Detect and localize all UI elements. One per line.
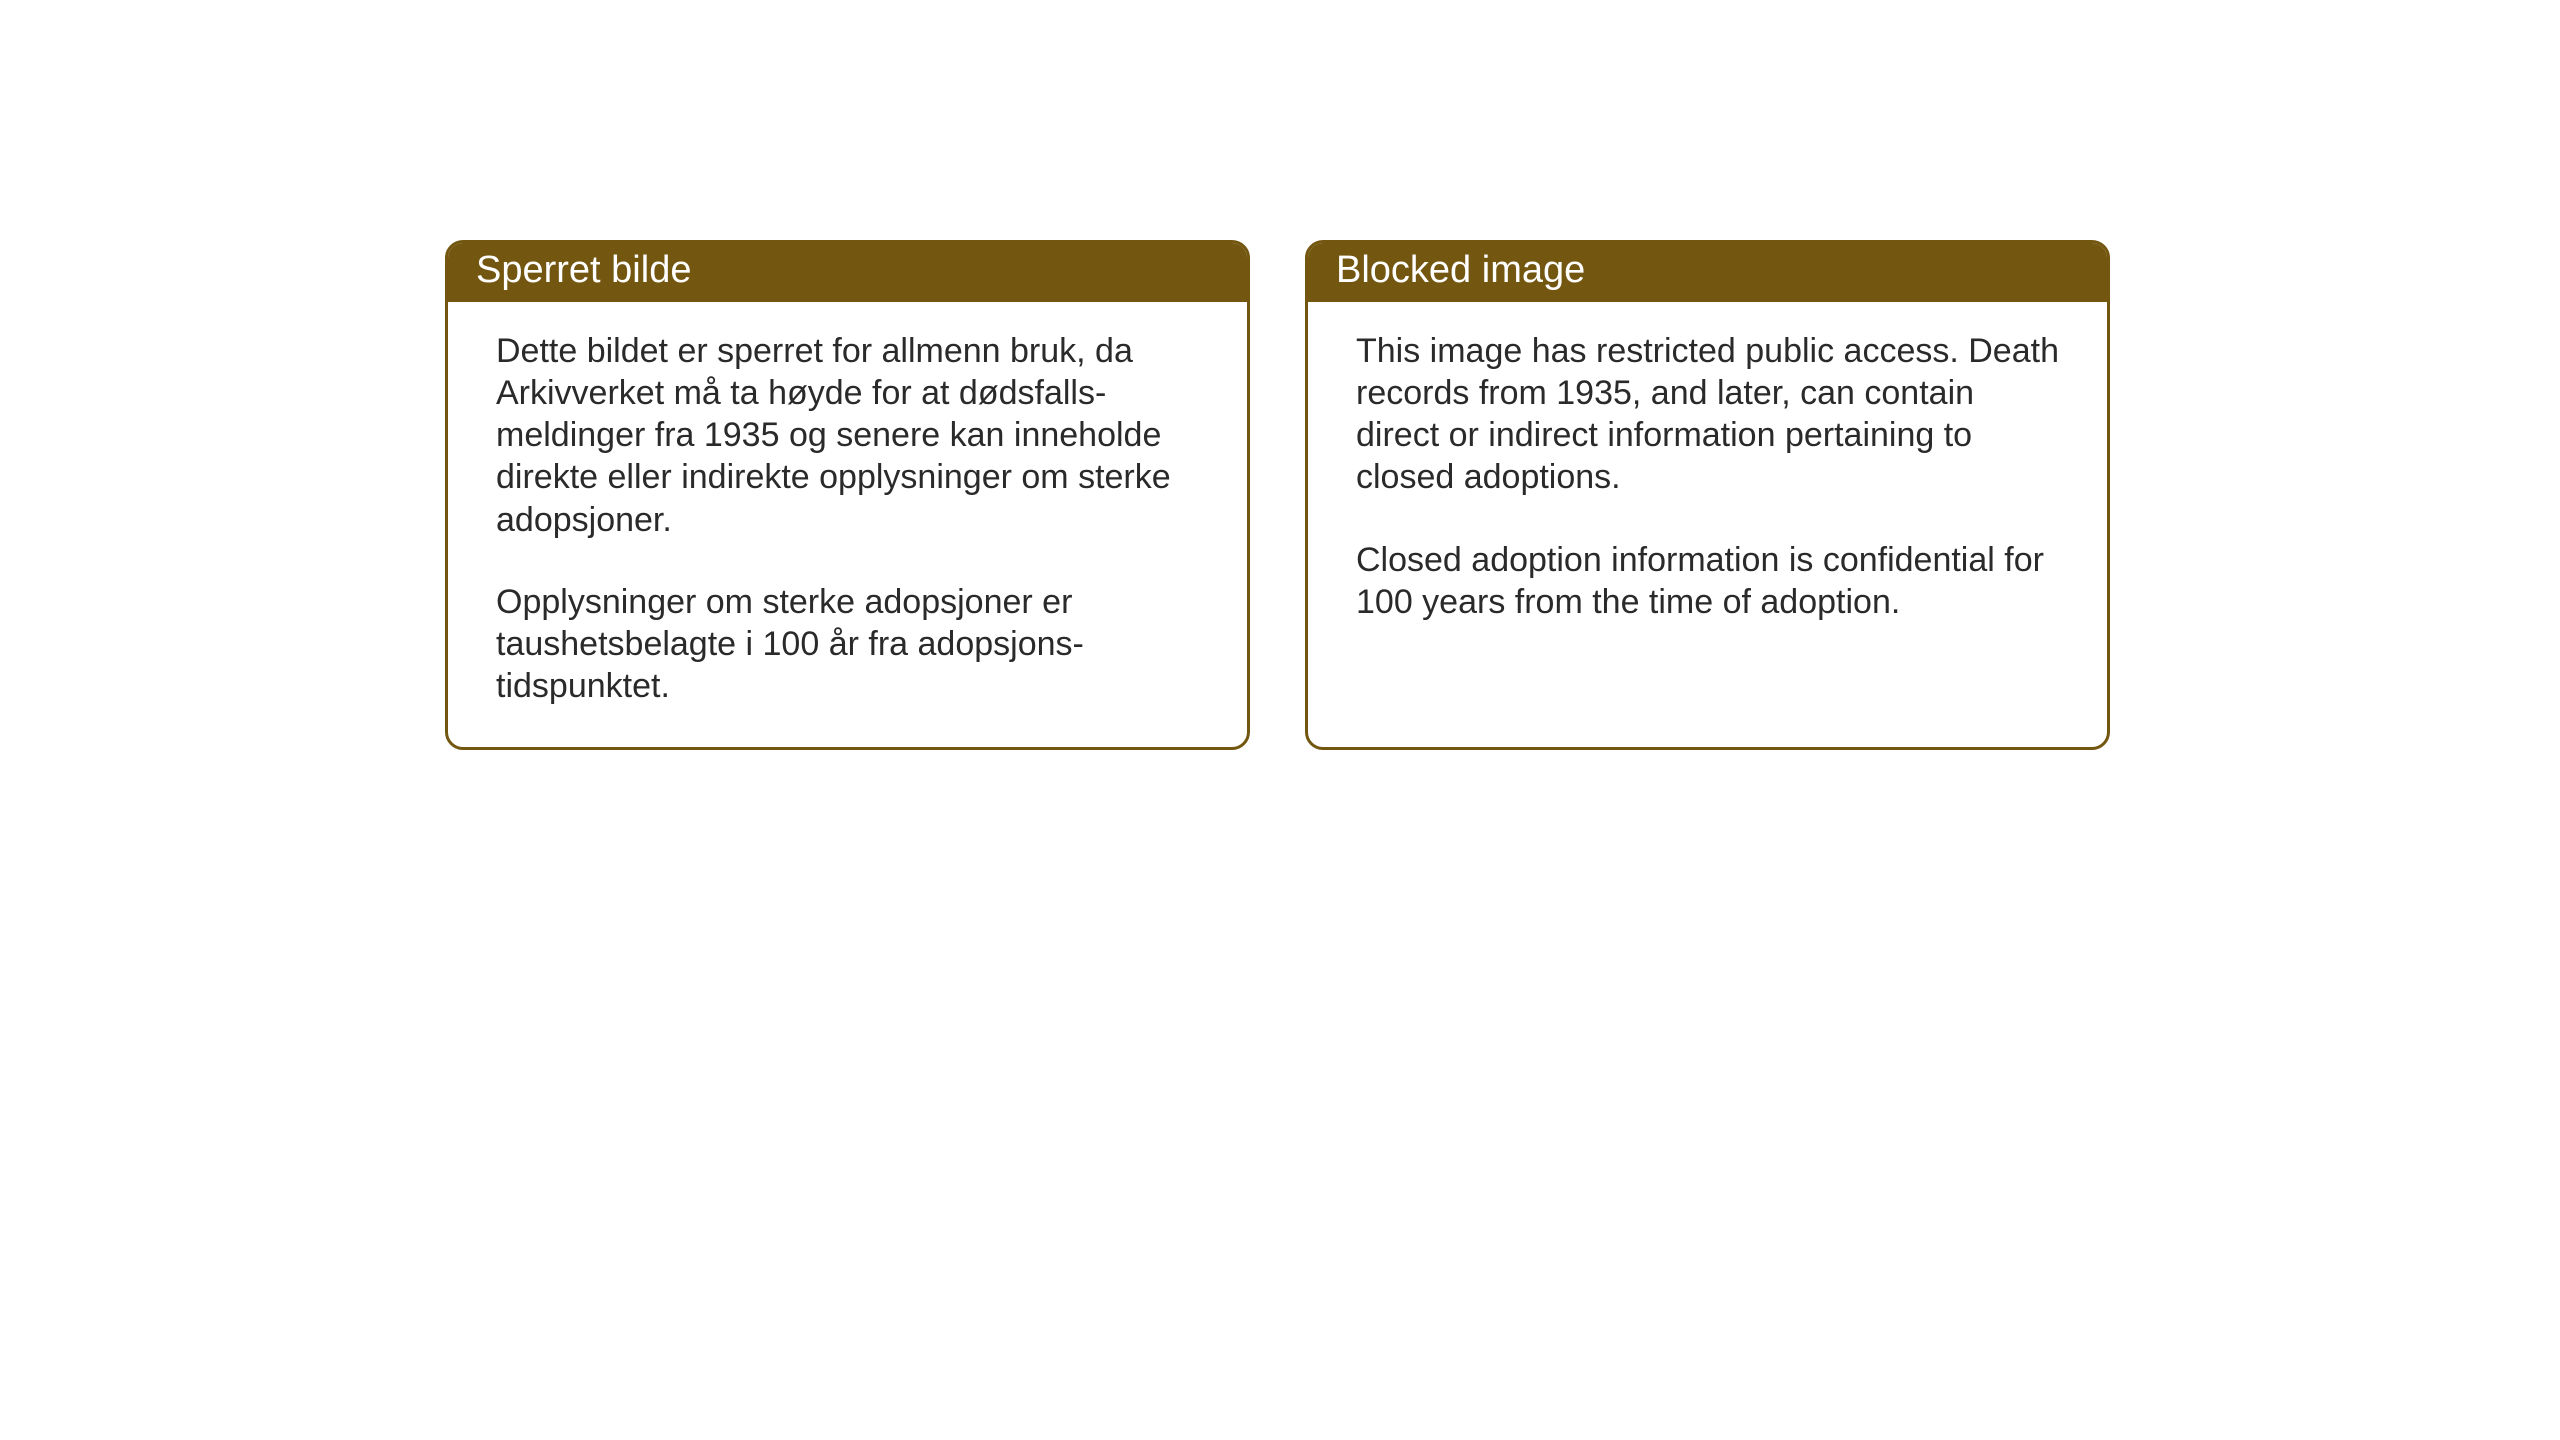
notice-header-english: Blocked image — [1308, 243, 2107, 302]
notice-paragraph-1-norwegian: Dette bildet er sperret for allmenn bruk… — [496, 330, 1199, 541]
notice-box-english: Blocked image This image has restricted … — [1305, 240, 2110, 750]
notice-body-english: This image has restricted public access.… — [1308, 302, 2107, 663]
notice-body-norwegian: Dette bildet er sperret for allmenn bruk… — [448, 302, 1247, 747]
notice-paragraph-2-norwegian: Opplysninger om sterke adopsjoner er tau… — [496, 581, 1199, 707]
notice-paragraph-2-english: Closed adoption information is confident… — [1356, 539, 2059, 623]
notice-box-norwegian: Sperret bilde Dette bildet er sperret fo… — [445, 240, 1250, 750]
notice-paragraph-1-english: This image has restricted public access.… — [1356, 330, 2059, 499]
notice-container: Sperret bilde Dette bildet er sperret fo… — [445, 240, 2110, 750]
notice-header-norwegian: Sperret bilde — [448, 243, 1247, 302]
